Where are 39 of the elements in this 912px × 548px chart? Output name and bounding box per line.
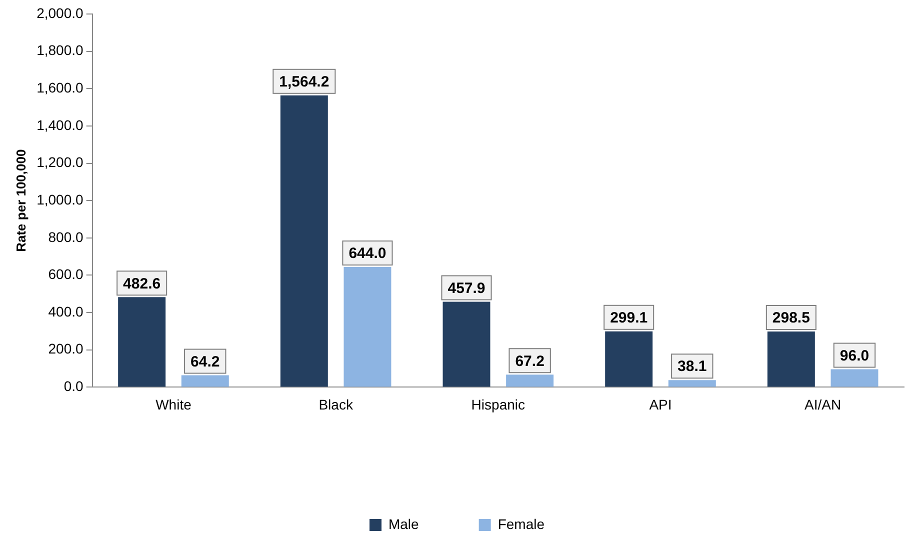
y-tick-label: 2,000.0 <box>36 4 84 21</box>
data-label: 64.2 <box>190 353 220 370</box>
x-tick-label: AI/AN <box>804 396 842 412</box>
legend-label: Male <box>388 516 420 532</box>
y-tick-label: 1,400.0 <box>36 116 84 133</box>
y-tick-label: 800.0 <box>48 228 84 245</box>
data-label: 482.6 <box>123 275 161 292</box>
bar <box>506 374 554 387</box>
data-label: 96.0 <box>840 347 870 364</box>
x-tick-label: White <box>156 396 192 412</box>
y-tick-label: 1,200.0 <box>36 154 84 170</box>
x-tick-label: API <box>649 396 672 412</box>
bar <box>605 331 653 387</box>
data-label: 298.5 <box>772 310 810 327</box>
legend-label: Female <box>498 516 545 532</box>
y-tick-label: 1,600.0 <box>36 80 84 96</box>
bar <box>442 302 490 387</box>
x-tick-label: Hispanic <box>471 396 526 412</box>
bar <box>830 369 878 387</box>
data-label: 644.0 <box>348 245 386 262</box>
data-label: 1,564.2 <box>279 73 330 90</box>
data-label: 38.1 <box>678 358 707 376</box>
bar <box>181 375 229 387</box>
y-tick-label: 200.0 <box>48 340 84 357</box>
bar <box>280 95 328 387</box>
bar <box>767 332 815 387</box>
y-tick-label: 400.0 <box>48 303 84 320</box>
y-tick-label: 1,000.0 <box>36 191 84 208</box>
bar <box>668 380 716 387</box>
bar <box>118 297 166 387</box>
y-tick-label: 600.0 <box>48 266 84 282</box>
data-label: 67.2 <box>515 352 544 370</box>
bar <box>344 267 392 387</box>
y-axis-title: Rate per 100,000 <box>13 149 28 252</box>
y-tick-label: 1,800.0 <box>36 42 84 58</box>
data-label: 457.9 <box>448 280 486 297</box>
y-tick-label: 0.0 <box>64 378 84 394</box>
x-tick-label: Black <box>318 396 354 412</box>
data-label: 299.1 <box>610 310 648 327</box>
